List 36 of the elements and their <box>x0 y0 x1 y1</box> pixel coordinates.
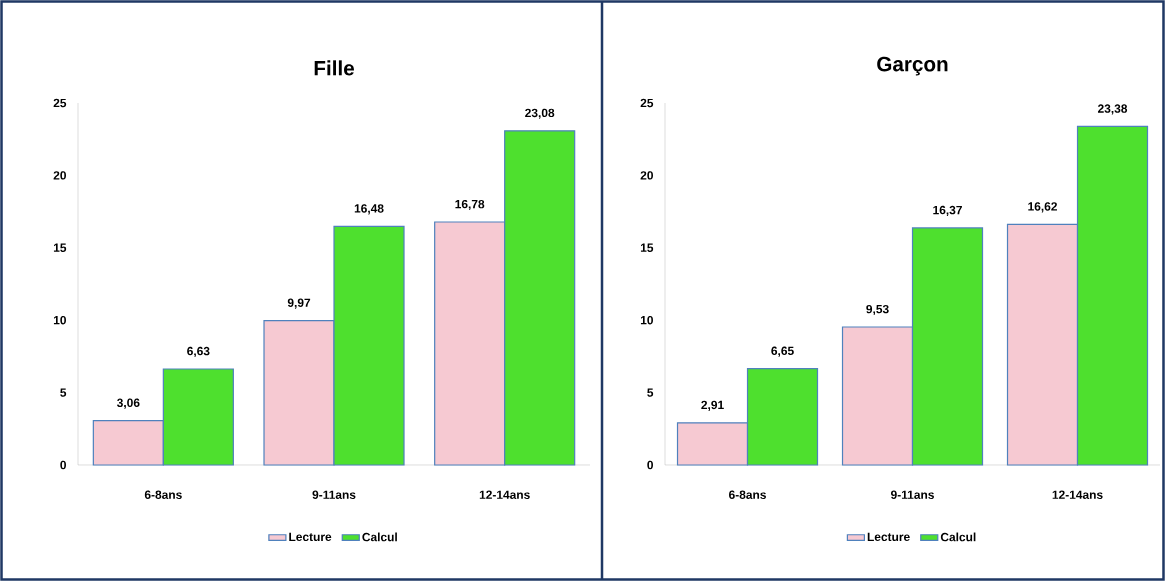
legend-label: Lecture <box>289 532 332 542</box>
y-tick-label: 10 <box>53 315 66 325</box>
y-tick-label: 20 <box>640 171 653 180</box>
x-tick-label: 6-8ans <box>729 490 766 499</box>
data-label: 9,97 <box>287 298 311 309</box>
data-label: 6,65 <box>771 346 794 357</box>
y-tick-label: 25 <box>53 98 67 108</box>
y-tick-label: 25 <box>640 98 654 108</box>
chart-title: Garçon <box>877 56 948 76</box>
data-label: 16,62 <box>1028 202 1057 213</box>
data-label: 23,08 <box>525 108 555 119</box>
data-label: 6,63 <box>187 346 210 358</box>
y-tick-label: 10 <box>640 315 653 325</box>
data-label: 2,91 <box>701 400 724 411</box>
legend-label: Calcul <box>940 532 976 542</box>
data-label: 16,78 <box>455 199 485 211</box>
y-tick-label: 0 <box>60 460 66 470</box>
data-label: 16,37 <box>933 205 962 217</box>
data-label: 23,38 <box>1097 104 1128 115</box>
y-tick-label: 15 <box>53 243 67 252</box>
y-tick-label: 0 <box>647 460 653 470</box>
chart-title: Fille <box>314 60 354 76</box>
data-label: 9,53 <box>866 304 889 316</box>
y-tick-label: 5 <box>647 388 654 397</box>
y-tick-label: 20 <box>53 171 66 180</box>
x-tick-label: 9-11ans <box>891 490 934 499</box>
x-tick-label: 9-11ans <box>312 490 356 499</box>
x-tick-label: 12-14ans <box>1052 490 1103 499</box>
legend-label: Calcul <box>362 532 397 542</box>
data-label: 16,48 <box>354 204 384 215</box>
x-tick-label: 6-8ans <box>144 490 182 499</box>
y-tick-label: 15 <box>640 243 654 252</box>
legend-label: Lecture <box>867 532 910 542</box>
data-label: 3,06 <box>116 398 140 409</box>
x-tick-label: 12-14ans <box>479 490 530 499</box>
y-tick-label: 5 <box>60 388 67 397</box>
